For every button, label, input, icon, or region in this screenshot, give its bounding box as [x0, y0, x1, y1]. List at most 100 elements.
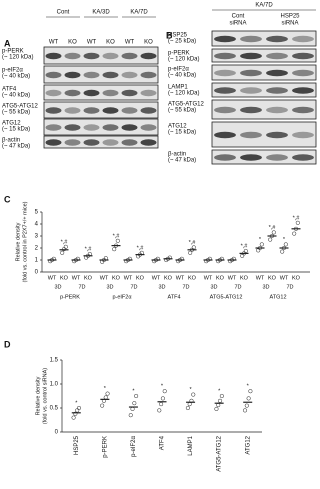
group-label: ATG12	[269, 294, 286, 300]
blot-frame	[211, 30, 317, 47]
data-point	[75, 408, 80, 413]
group-label: ATF4	[167, 294, 180, 300]
blot-row-name: β-actin	[2, 138, 20, 144]
significance-mark: *,#	[241, 243, 249, 249]
significance-mark: *	[247, 384, 250, 390]
blot-row-size: (~ 15 kDa)	[2, 127, 30, 133]
blot-band	[266, 106, 288, 114]
data-point	[189, 398, 194, 403]
x-tick-label: KO	[112, 275, 121, 281]
blot-row-size: (~ 47 kDa)	[168, 158, 196, 164]
significance-mark: *	[161, 384, 164, 390]
significance-mark: *	[218, 388, 221, 394]
blot-band	[266, 52, 288, 60]
blot-band	[214, 87, 236, 94]
data-point	[157, 408, 162, 413]
data-point	[60, 250, 65, 255]
data-point	[113, 243, 119, 248]
time-label: 7D	[78, 284, 85, 290]
data-point	[271, 230, 276, 235]
blot-frame	[211, 64, 317, 81]
data-point	[185, 405, 190, 411]
blot-band	[64, 52, 81, 60]
blot-row-size: (~ 55 kDa)	[168, 108, 196, 114]
blot-band	[83, 89, 100, 97]
group-label: p-PERK	[60, 294, 80, 300]
blot-band	[140, 89, 157, 97]
blot-band	[121, 71, 138, 79]
x-tick-label: WT	[256, 275, 265, 281]
blot-band	[102, 52, 119, 60]
blot-band	[140, 71, 157, 79]
blot-band	[214, 131, 236, 139]
blot-band	[292, 131, 314, 139]
data-point	[214, 406, 219, 412]
significance-mark: *	[283, 237, 286, 243]
blot-row-name: ATG12	[2, 121, 21, 127]
data-point	[115, 238, 120, 243]
data-point	[179, 256, 184, 261]
blot-band	[214, 52, 236, 60]
data-point	[162, 389, 167, 394]
blot-band	[240, 69, 262, 77]
blot-row-name: ATF4	[2, 87, 17, 93]
x-tick-label: WT	[176, 275, 185, 281]
x-tick-label: WT	[204, 275, 213, 281]
data-point	[132, 401, 137, 406]
panel-label: B	[166, 30, 173, 40]
data-point	[187, 402, 192, 407]
lane-label: KO	[106, 40, 115, 46]
blot-band	[140, 139, 157, 146]
blot-band	[45, 71, 62, 79]
blot-band	[140, 52, 157, 60]
x-tick-label: KO	[84, 275, 93, 281]
lane-label: WT	[49, 40, 59, 46]
blot-row-size: (~ 47 kDa)	[2, 144, 30, 150]
blot-band	[240, 87, 262, 94]
blot-band	[102, 139, 119, 146]
y-tick-label: 4	[35, 222, 39, 228]
blot-row-size: (~ 120 kDa)	[168, 57, 200, 63]
lane-label: KO	[144, 40, 153, 46]
blot-band	[240, 131, 262, 139]
blot-frame	[211, 82, 317, 98]
y-axis-label: (fold vs. control siRNA)	[42, 368, 48, 424]
data-point	[128, 413, 133, 418]
data-point	[219, 256, 224, 261]
blot-band	[266, 35, 288, 43]
x-tick-label: p-eIF2α	[131, 435, 137, 456]
data-point	[246, 396, 251, 401]
blot-row-name: ATG5-ATG12	[2, 104, 38, 110]
significance-mark: *	[75, 400, 78, 406]
time-label: 7D	[286, 284, 293, 290]
data-point	[259, 242, 264, 247]
data-point	[155, 256, 160, 261]
blot-row-name: p-PERK	[2, 49, 24, 55]
time-label: 3D	[210, 284, 217, 290]
blot-frame	[43, 65, 159, 84]
data-point	[240, 253, 245, 258]
data-point	[207, 256, 212, 261]
x-tick-label: WT	[48, 275, 57, 281]
blot-band	[121, 139, 138, 146]
blot-row-name: p-eIF2α	[168, 67, 189, 73]
time-label: 3D	[106, 284, 113, 290]
y-axis-label: Relative density	[15, 222, 21, 261]
x-tick-label: KO	[216, 275, 225, 281]
data-point	[268, 237, 273, 242]
data-point	[160, 396, 165, 401]
blot-row-size: (~ 120 kDa)	[2, 55, 34, 61]
blot-row-name: β-actin	[168, 152, 186, 158]
x-tick-label: LAMP1	[188, 435, 194, 455]
blot-band	[240, 35, 262, 43]
data-point	[231, 256, 236, 261]
blot-band	[83, 71, 100, 79]
y-tick-label: 1.0	[50, 382, 59, 388]
group-label: Cont	[232, 14, 245, 20]
data-point	[100, 403, 105, 408]
y-tick-label: 1.5	[50, 358, 59, 364]
data-point	[243, 248, 248, 254]
data-point	[71, 415, 76, 420]
blot-frame	[211, 48, 317, 63]
